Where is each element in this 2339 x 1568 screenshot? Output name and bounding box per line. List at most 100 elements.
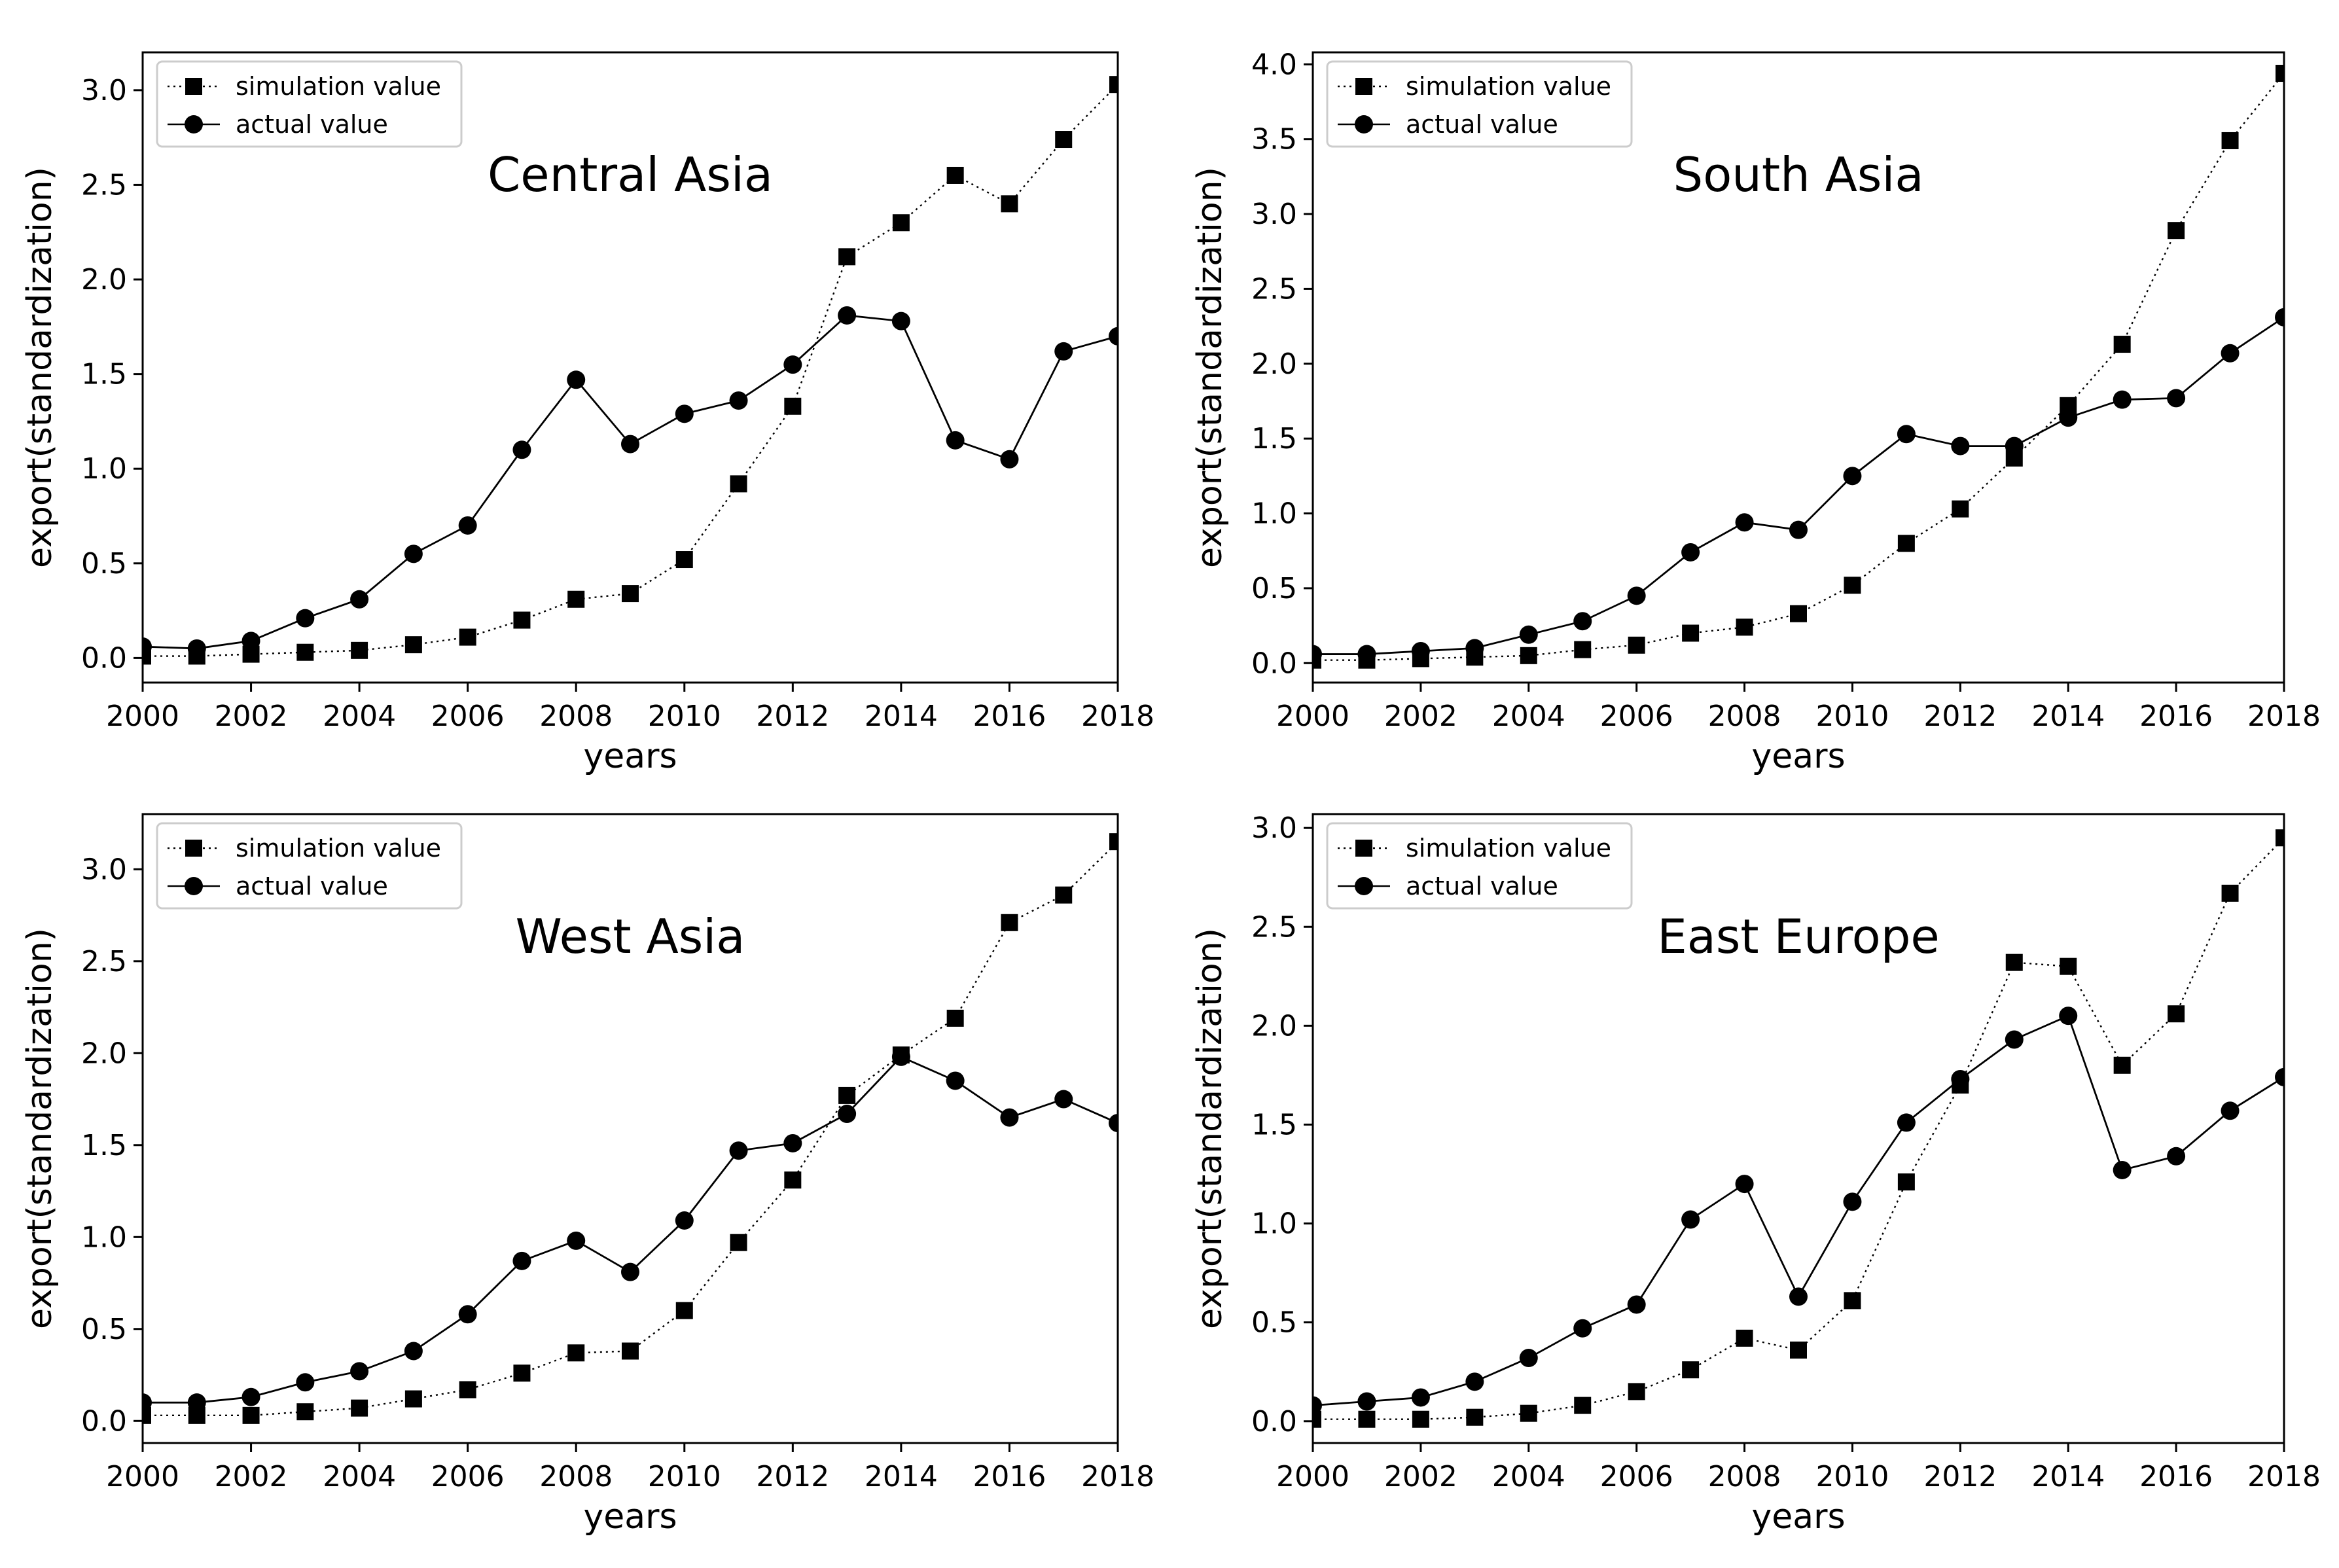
data-point-circle — [838, 306, 857, 325]
data-point-square — [351, 1399, 368, 1417]
x-tick-label: 2008 — [539, 1460, 613, 1493]
data-point-circle — [946, 431, 965, 450]
legend: simulation value actual value — [156, 822, 463, 910]
data-point-square — [946, 1009, 964, 1027]
y-tick-label: 0.0 — [1251, 647, 1297, 680]
data-point-circle — [1681, 1210, 1700, 1229]
x-tick-label: 2008 — [1708, 700, 1781, 733]
data-point-circle — [2059, 408, 2078, 427]
data-point-square — [2276, 65, 2284, 82]
plot-area — [143, 76, 1118, 665]
data-point-square — [351, 641, 368, 659]
x-tick-label: 2018 — [2247, 1460, 2321, 1493]
data-point-circle — [729, 1141, 748, 1160]
data-point-square — [242, 1406, 260, 1424]
data-point-circle — [296, 1373, 315, 1392]
data-point-circle — [512, 440, 531, 459]
data-point-square — [1109, 833, 1118, 851]
data-point-square — [2168, 1005, 2185, 1023]
chart-panel: 2000 2002 2004 2006 2008 2010 2012 2014 2016 2018… — [20, 51, 1154, 776]
legend-label: actual value — [1406, 872, 1558, 900]
data-point-circle — [1843, 1192, 1862, 1211]
data-point-square — [567, 1344, 585, 1362]
x-tick-label: 2016 — [2139, 700, 2213, 733]
data-point-square — [1952, 500, 1969, 518]
plot-frame — [1312, 813, 2285, 1444]
data-point-circle — [891, 1047, 910, 1066]
data-point-square — [622, 1342, 639, 1360]
data-point-circle — [404, 544, 423, 563]
data-point-circle — [187, 1393, 206, 1412]
y-tick-label: 2.5 — [81, 168, 127, 202]
data-point-circle — [1313, 645, 1322, 664]
data-point-square — [1736, 618, 1753, 636]
x-axis-label: years — [583, 1497, 677, 1537]
data-point-square — [838, 248, 856, 266]
y-tick-label: 0.0 — [1251, 1405, 1297, 1438]
data-point-circle — [838, 1105, 857, 1124]
x-tick-label: 2002 — [1384, 700, 1457, 733]
data-point-circle — [567, 370, 586, 389]
y-tick-label: 0.5 — [1251, 572, 1297, 605]
chart-title: South Asia — [1673, 147, 1923, 202]
data-point-square — [1790, 605, 1807, 622]
y-tick-label: 3.0 — [1251, 811, 1297, 845]
y-axis-label: export(standardization) — [20, 167, 60, 568]
x-tick-label: 2014 — [2031, 1460, 2105, 1493]
data-point-circle — [241, 1387, 260, 1406]
data-point-circle — [1519, 1349, 1538, 1368]
data-point-square — [1358, 1410, 1376, 1428]
legend-box — [156, 822, 463, 910]
x-tick-label: 2000 — [1276, 1460, 1349, 1493]
y-tick-label: 1.0 — [1251, 1207, 1297, 1241]
x-tick-label: 2002 — [215, 1460, 288, 1493]
chart-panel: 2000 2002 2004 2006 2008 2010 2012 2014 2016 2018… — [1190, 48, 2321, 776]
data-point-circle — [1000, 1108, 1019, 1127]
data-point-square — [838, 1086, 856, 1104]
data-point-circle — [404, 1342, 423, 1361]
data-point-circle — [621, 435, 639, 454]
data-point-square — [1001, 195, 1018, 213]
x-tick-label: 2000 — [106, 700, 179, 733]
data-point-circle — [350, 1362, 369, 1381]
data-point-square — [1412, 1410, 1429, 1428]
y-tick-label: 1.5 — [1251, 1108, 1297, 1141]
x-tick-label: 2000 — [1276, 700, 1349, 733]
x-tick-label: 2006 — [1600, 700, 1673, 733]
x-tick-label: 2008 — [539, 700, 613, 733]
data-point-square — [1628, 636, 1645, 654]
data-point-circle — [1951, 437, 1970, 455]
x-tick-label: 2012 — [756, 700, 829, 733]
x-axis-label: years — [583, 737, 677, 776]
data-point-circle — [2275, 1067, 2284, 1086]
legend: simulation value actual value — [1326, 60, 1633, 148]
legend-marker-circle — [185, 877, 203, 895]
data-point-circle — [143, 637, 152, 656]
data-point-circle — [783, 355, 802, 374]
y-tick-label: 0.0 — [81, 641, 127, 675]
data-point-circle — [2059, 1007, 2078, 1025]
data-point-circle — [1411, 641, 1430, 660]
data-point-circle — [1789, 1287, 1808, 1306]
data-point-square — [1055, 886, 1073, 904]
data-point-circle — [2221, 344, 2240, 363]
x-tick-label: 2004 — [1492, 1460, 1565, 1493]
data-point-square — [1520, 647, 1537, 664]
data-point-square — [784, 1171, 802, 1189]
data-point-circle — [2113, 390, 2132, 409]
y-tick-label: 2.5 — [1251, 272, 1297, 306]
x-tick-label: 2012 — [1923, 1460, 1997, 1493]
data-point-circle — [2167, 1147, 2186, 1166]
data-point-circle — [1054, 342, 1073, 361]
data-point-circle — [621, 1262, 639, 1281]
data-point-circle — [1465, 639, 1484, 658]
data-point-square — [1628, 1383, 1645, 1400]
data-point-square — [675, 1302, 693, 1319]
data-point-square — [1736, 1329, 1753, 1347]
plot-area — [1313, 829, 2284, 1428]
data-point-square — [730, 475, 747, 493]
y-tick-label: 2.0 — [1251, 347, 1297, 381]
x-tick-label: 2008 — [1708, 1460, 1781, 1493]
y-tick-label: 1.5 — [1251, 422, 1297, 455]
data-point-square — [2005, 953, 2023, 971]
